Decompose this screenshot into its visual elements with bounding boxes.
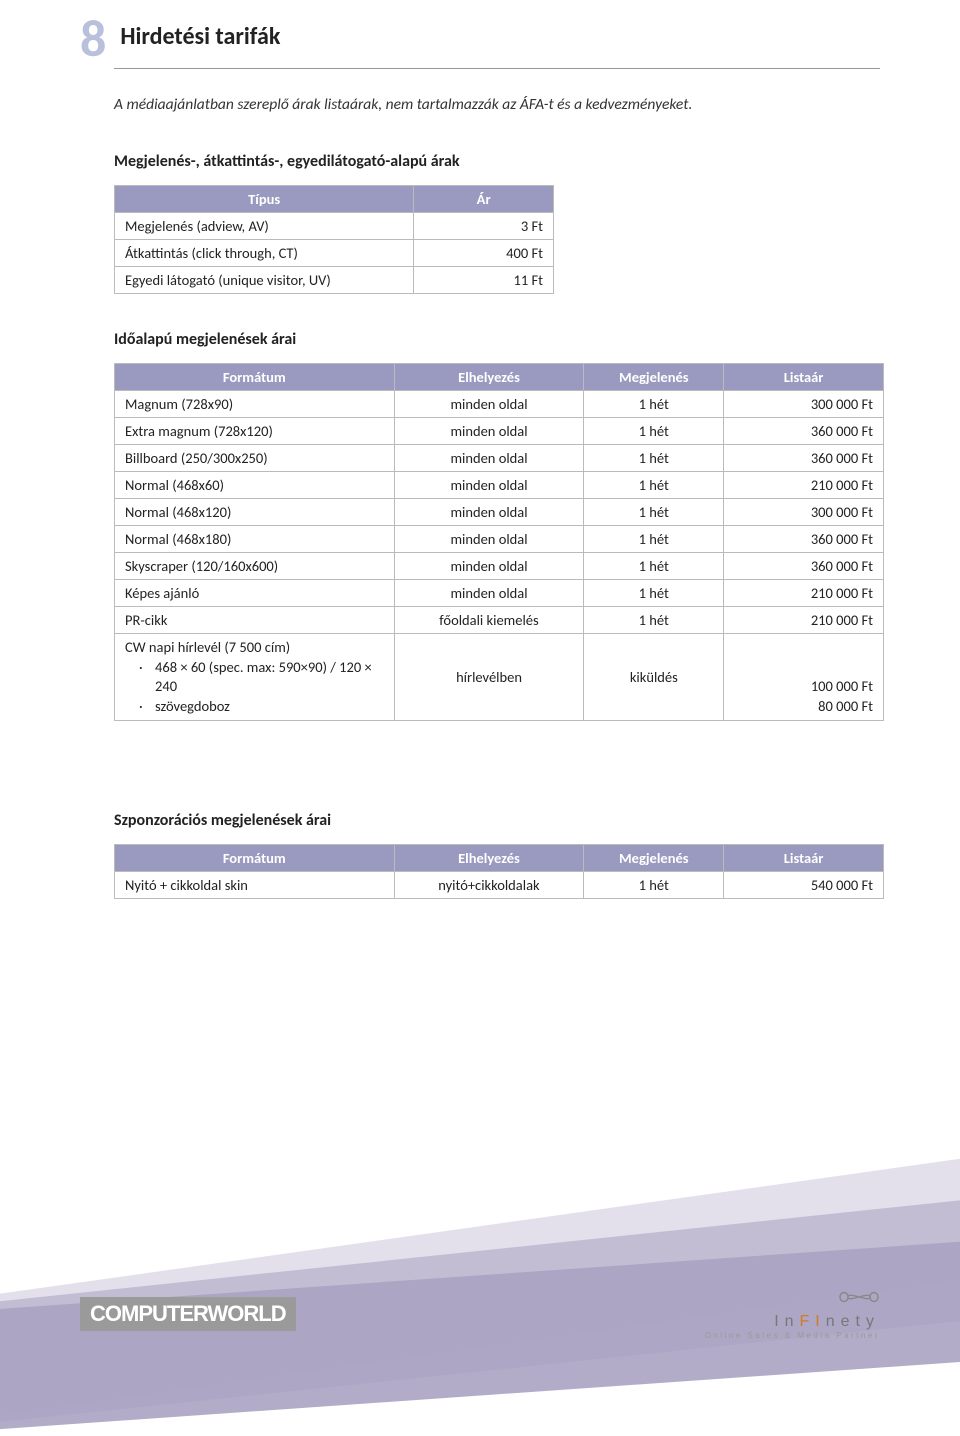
table-row: PR-cikkfőoldali kiemelés1 hét210 000 Ft (115, 607, 884, 634)
footer-bar: COMPUTERWORLD InFInety Online Sales & Me… (80, 1288, 880, 1340)
cell: 210 000 Ft (724, 472, 884, 499)
cell-format-multi: CW napi hírlevél (7 500 cím)468 × 60 (sp… (115, 634, 395, 721)
table-row: Billboard (250/300x250)minden oldal1 hét… (115, 445, 884, 472)
cell: 210 000 Ft (724, 580, 884, 607)
infinety-brand: InFInety (774, 1313, 880, 1330)
cell: 540 000 Ft (724, 872, 884, 899)
cell: Magnum (728x90) (115, 391, 395, 418)
t1-col-price: Ár (414, 186, 554, 213)
cell: minden oldal (394, 445, 584, 472)
cell-price: 11 Ft (414, 267, 554, 294)
table-row: Normal (468x120)minden oldal1 hét300 000… (115, 499, 884, 526)
cell: 360 000 Ft (724, 526, 884, 553)
t2-col-appearance: Megjelenés (584, 364, 724, 391)
infinity-icon (705, 1288, 880, 1311)
footer-swoosh (0, 1164, 960, 1304)
cell: 1 hét (584, 445, 724, 472)
header-row: 8 Hirdetési tarifák (80, 20, 880, 64)
cell-placement: hírlevélben (394, 634, 584, 721)
cell: 1 hét (584, 580, 724, 607)
cell: 1 hét (584, 553, 724, 580)
table-row: Nyitó + cikkoldal skinnyitó+cikkoldalak1… (115, 872, 884, 899)
infinety-logo: InFInety Online Sales & Media Partner (705, 1288, 880, 1340)
t2-col-placement: Elhelyezés (394, 364, 584, 391)
cell: 1 hét (584, 418, 724, 445)
cell: minden oldal (394, 391, 584, 418)
cell: nyitó+cikkoldalak (394, 872, 584, 899)
cell: 1 hét (584, 472, 724, 499)
swoosh-1 (0, 1141, 960, 1427)
cell: 360 000 Ft (724, 418, 884, 445)
t3-col-placement: Elhelyezés (394, 845, 584, 872)
pricing-table-1: Típus Ár Megjelenés (adview, AV)3 FtÁtka… (114, 185, 554, 294)
cell: 300 000 Ft (724, 499, 884, 526)
cell: Képes ajánló (115, 580, 395, 607)
cell: Normal (468x180) (115, 526, 395, 553)
table-row: Extra magnum (728x120)minden oldal1 hét3… (115, 418, 884, 445)
cell-type: Átkattintás (click through, CT) (115, 240, 414, 267)
cell: 360 000 Ft (724, 553, 884, 580)
pricing-table-3: Formátum Elhelyezés Megjelenés Listaár N… (114, 844, 884, 899)
cell: PR-cikk (115, 607, 395, 634)
cell: minden oldal (394, 499, 584, 526)
page-title: Hirdetési tarifák (120, 20, 280, 51)
cell: 1 hét (584, 499, 724, 526)
table-row: Magnum (728x90)minden oldal1 hét300 000 … (115, 391, 884, 418)
cell: Nyitó + cikkoldal skin (115, 872, 395, 899)
cell: 1 hét (584, 872, 724, 899)
cell-appearance: kiküldés (584, 634, 724, 721)
cell: 1 hét (584, 391, 724, 418)
page-content: 8 Hirdetési tarifák A médiaajánlatban sz… (0, 0, 960, 899)
page-number: 8 (80, 12, 106, 64)
section-title-2: Időalapú megjelenések árai (114, 330, 880, 349)
t3-col-format: Formátum (115, 845, 395, 872)
cell: minden oldal (394, 526, 584, 553)
table-row: Normal (468x60)minden oldal1 hét210 000 … (115, 472, 884, 499)
table-row: Egyedi látogató (unique visitor, UV)11 F… (115, 267, 554, 294)
t3-col-listprice: Listaár (724, 845, 884, 872)
cell: Normal (468x60) (115, 472, 395, 499)
infinety-tagline: Online Sales & Media Partner (705, 1331, 880, 1340)
cell-price-multi: ..100 000 Ft80 000 Ft (724, 634, 884, 721)
cell: 1 hét (584, 526, 724, 553)
cell: minden oldal (394, 580, 584, 607)
cell: főoldali kiemelés (394, 607, 584, 634)
t1-col-type: Típus (115, 186, 414, 213)
cell: 1 hét (584, 607, 724, 634)
cell-type: Egyedi látogató (unique visitor, UV) (115, 267, 414, 294)
pricing-table-2: Formátum Elhelyezés Megjelenés Listaár M… (114, 363, 884, 721)
title-rule (114, 68, 880, 69)
brand-pre: In (774, 1313, 799, 1330)
computerworld-logo: COMPUTERWORLD (80, 1297, 296, 1331)
table-row-multi: CW napi hírlevél (7 500 cím)468 × 60 (sp… (115, 634, 884, 721)
section-title-3: Szponzorációs megjelenések árai (114, 811, 880, 830)
cell: minden oldal (394, 472, 584, 499)
t3-col-appearance: Megjelenés (584, 845, 724, 872)
cell: minden oldal (394, 418, 584, 445)
brand-post: nety (826, 1313, 880, 1330)
cell: 210 000 Ft (724, 607, 884, 634)
cell: Billboard (250/300x250) (115, 445, 395, 472)
cell-price: 3 Ft (414, 213, 554, 240)
table-row: Képes ajánlóminden oldal1 hét210 000 Ft (115, 580, 884, 607)
cell: 360 000 Ft (724, 445, 884, 472)
cell: minden oldal (394, 553, 584, 580)
cell: 300 000 Ft (724, 391, 884, 418)
table-row: Megjelenés (adview, AV)3 Ft (115, 213, 554, 240)
table-row: Normal (468x180)minden oldal1 hét360 000… (115, 526, 884, 553)
intro-text: A médiaajánlatban szereplő árak listaára… (114, 95, 880, 114)
brand-accent: FI (800, 1313, 826, 1330)
table-row: Átkattintás (click through, CT)400 Ft (115, 240, 554, 267)
section-title-1: Megjelenés-, átkattintás-, egyedilátogat… (114, 152, 880, 171)
cell-type: Megjelenés (adview, AV) (115, 213, 414, 240)
t2-col-format: Formátum (115, 364, 395, 391)
cell: Extra magnum (728x120) (115, 418, 395, 445)
table-row: Skyscraper (120/160x600)minden oldal1 hé… (115, 553, 884, 580)
t2-col-listprice: Listaár (724, 364, 884, 391)
cell: Skyscraper (120/160x600) (115, 553, 395, 580)
cell-price: 400 Ft (414, 240, 554, 267)
cell: Normal (468x120) (115, 499, 395, 526)
